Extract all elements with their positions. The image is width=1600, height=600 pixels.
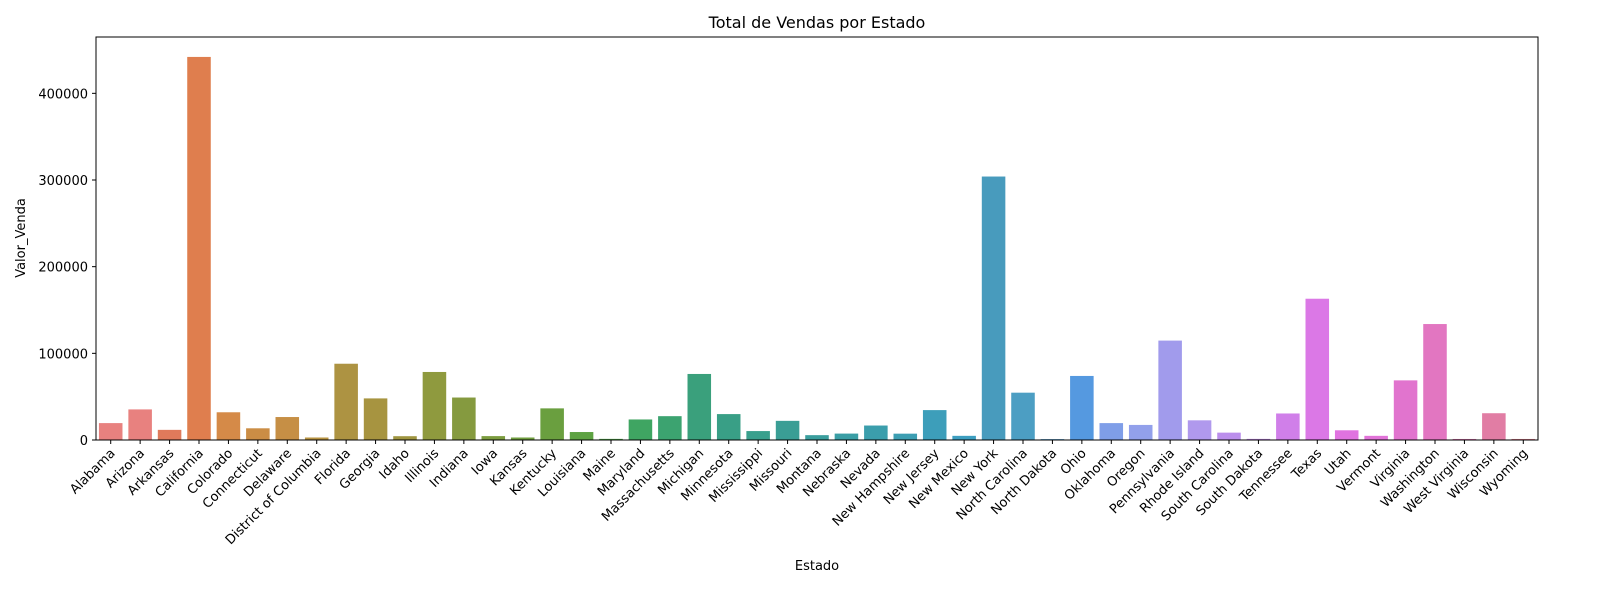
bar-west-virginia — [1452, 438, 1477, 440]
bar-maryland — [628, 419, 653, 440]
bar-ohio — [1070, 375, 1094, 440]
bar-illinois — [422, 371, 447, 440]
bar-oklahoma — [1099, 423, 1124, 440]
bar-washington — [1423, 324, 1447, 440]
bar-wyoming — [1511, 438, 1536, 440]
bar-massachusetts — [658, 416, 682, 440]
bar-arizona — [128, 409, 152, 440]
bar-north-carolina — [1011, 392, 1035, 440]
bar-florida — [334, 363, 358, 440]
bar-delaware — [275, 417, 300, 440]
bar-michigan — [687, 373, 712, 440]
bar-montana — [805, 435, 829, 440]
x-tick-label: Texas — [1288, 446, 1325, 483]
chart-title: Total de Vendas por Estado — [708, 13, 926, 32]
y-tick-label: 200000 — [38, 261, 88, 276]
x-axis-label: Estado — [795, 559, 839, 574]
bar-nebraska — [834, 433, 859, 440]
y-tick-label: 300000 — [38, 174, 88, 189]
x-axis: AlabamaArizonaArkansasCaliforniaColorado… — [67, 440, 1531, 548]
bar-nevada — [864, 425, 888, 440]
bar-kentucky — [540, 408, 564, 440]
bar-south-carolina — [1217, 432, 1241, 440]
y-axis-label: Valor_Venda — [14, 198, 29, 278]
bar-georgia — [363, 398, 388, 440]
bar-vermont — [1364, 435, 1388, 440]
plot-frame — [95, 36, 1539, 441]
bar-tennessee — [1276, 413, 1300, 440]
bar-virginia — [1393, 380, 1418, 440]
bar-new-mexico — [952, 435, 976, 440]
bar-louisiana — [569, 432, 594, 440]
bar-minnesota — [716, 414, 741, 440]
bar-new-york — [981, 176, 1006, 440]
bar-colorado — [216, 412, 241, 440]
bar-connecticut — [246, 428, 270, 440]
bar-missouri — [775, 420, 800, 440]
bar-pennsylvania — [1158, 340, 1182, 440]
y-axis: 0 100000 200000 300000 400000 — [38, 87, 96, 449]
y-tick-label: 0 — [80, 434, 88, 449]
bar-oregon — [1128, 424, 1153, 440]
bar-idaho — [393, 436, 417, 440]
bar-indiana — [452, 397, 476, 440]
bar-texas — [1305, 298, 1330, 440]
bar-arkansas — [157, 429, 182, 440]
y-tick-label: 400000 — [38, 87, 88, 102]
bar-wisconsin — [1482, 413, 1506, 440]
bar-south-dakota — [1246, 438, 1271, 440]
bar-new-jersey — [922, 410, 947, 440]
bars-group — [98, 56, 1536, 441]
bar-kansas — [510, 437, 535, 440]
bar-maine — [599, 438, 623, 440]
y-tick-label: 100000 — [38, 347, 88, 362]
bar-california — [187, 56, 211, 441]
bar-iowa — [481, 436, 506, 440]
bar-mississippi — [746, 431, 770, 440]
bar-new-hampshire — [893, 433, 918, 440]
bar-alabama — [98, 423, 123, 440]
bar-district-of-columbia — [304, 437, 329, 440]
bar-utah — [1334, 430, 1359, 440]
bar-rhode-island — [1187, 420, 1212, 440]
